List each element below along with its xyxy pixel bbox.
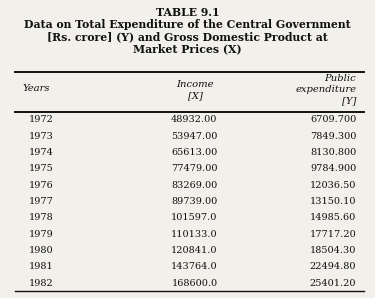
Text: 1977: 1977 [29,197,54,206]
Text: 9784.900: 9784.900 [310,164,356,173]
Text: 1976: 1976 [29,181,54,190]
Text: 18504.30: 18504.30 [310,246,356,255]
Text: 1980: 1980 [29,246,54,255]
Text: 12036.50: 12036.50 [310,181,356,190]
Text: 48932.00: 48932.00 [171,115,217,125]
Text: 1972: 1972 [29,115,54,125]
Text: 17717.20: 17717.20 [309,230,356,239]
Text: 1973: 1973 [29,132,54,141]
Text: 143764.0: 143764.0 [171,263,217,271]
Text: TABLE 9.1: TABLE 9.1 [156,7,219,18]
Text: 89739.00: 89739.00 [171,197,217,206]
Text: Years: Years [22,84,50,93]
Text: 8130.800: 8130.800 [310,148,356,157]
Text: expenditure: expenditure [295,85,356,94]
Text: [Y]: [Y] [342,96,356,105]
Text: 77479.00: 77479.00 [171,164,217,173]
Text: 25401.20: 25401.20 [310,279,356,288]
Text: 1979: 1979 [29,230,54,239]
Text: 13150.10: 13150.10 [310,197,356,206]
Text: 168600.0: 168600.0 [171,279,217,288]
Text: 1974: 1974 [29,148,54,157]
Text: 6709.700: 6709.700 [310,115,356,125]
Text: 1981: 1981 [29,263,54,271]
Text: 101597.0: 101597.0 [171,213,217,222]
Text: Public: Public [324,74,356,83]
Text: 7849.300: 7849.300 [310,132,356,141]
Text: 120841.0: 120841.0 [171,246,217,255]
Text: 83269.00: 83269.00 [171,181,217,190]
Text: Income: Income [176,80,214,89]
Text: 1982: 1982 [29,279,54,288]
Text: [Rs. crore] (Y) and Gross Domestic Product at: [Rs. crore] (Y) and Gross Domestic Produ… [47,31,328,42]
Text: 53947.00: 53947.00 [171,132,217,141]
Text: [X]: [X] [188,91,202,101]
Text: Data on Total Expenditure of the Central Government: Data on Total Expenditure of the Central… [24,19,351,30]
Text: 110133.0: 110133.0 [171,230,217,239]
Text: Market Prices (X): Market Prices (X) [133,43,242,54]
Text: 1978: 1978 [29,213,54,222]
Text: 1975: 1975 [29,164,54,173]
Text: 22494.80: 22494.80 [310,263,356,271]
Text: 65613.00: 65613.00 [171,148,217,157]
Text: 14985.60: 14985.60 [310,213,356,222]
